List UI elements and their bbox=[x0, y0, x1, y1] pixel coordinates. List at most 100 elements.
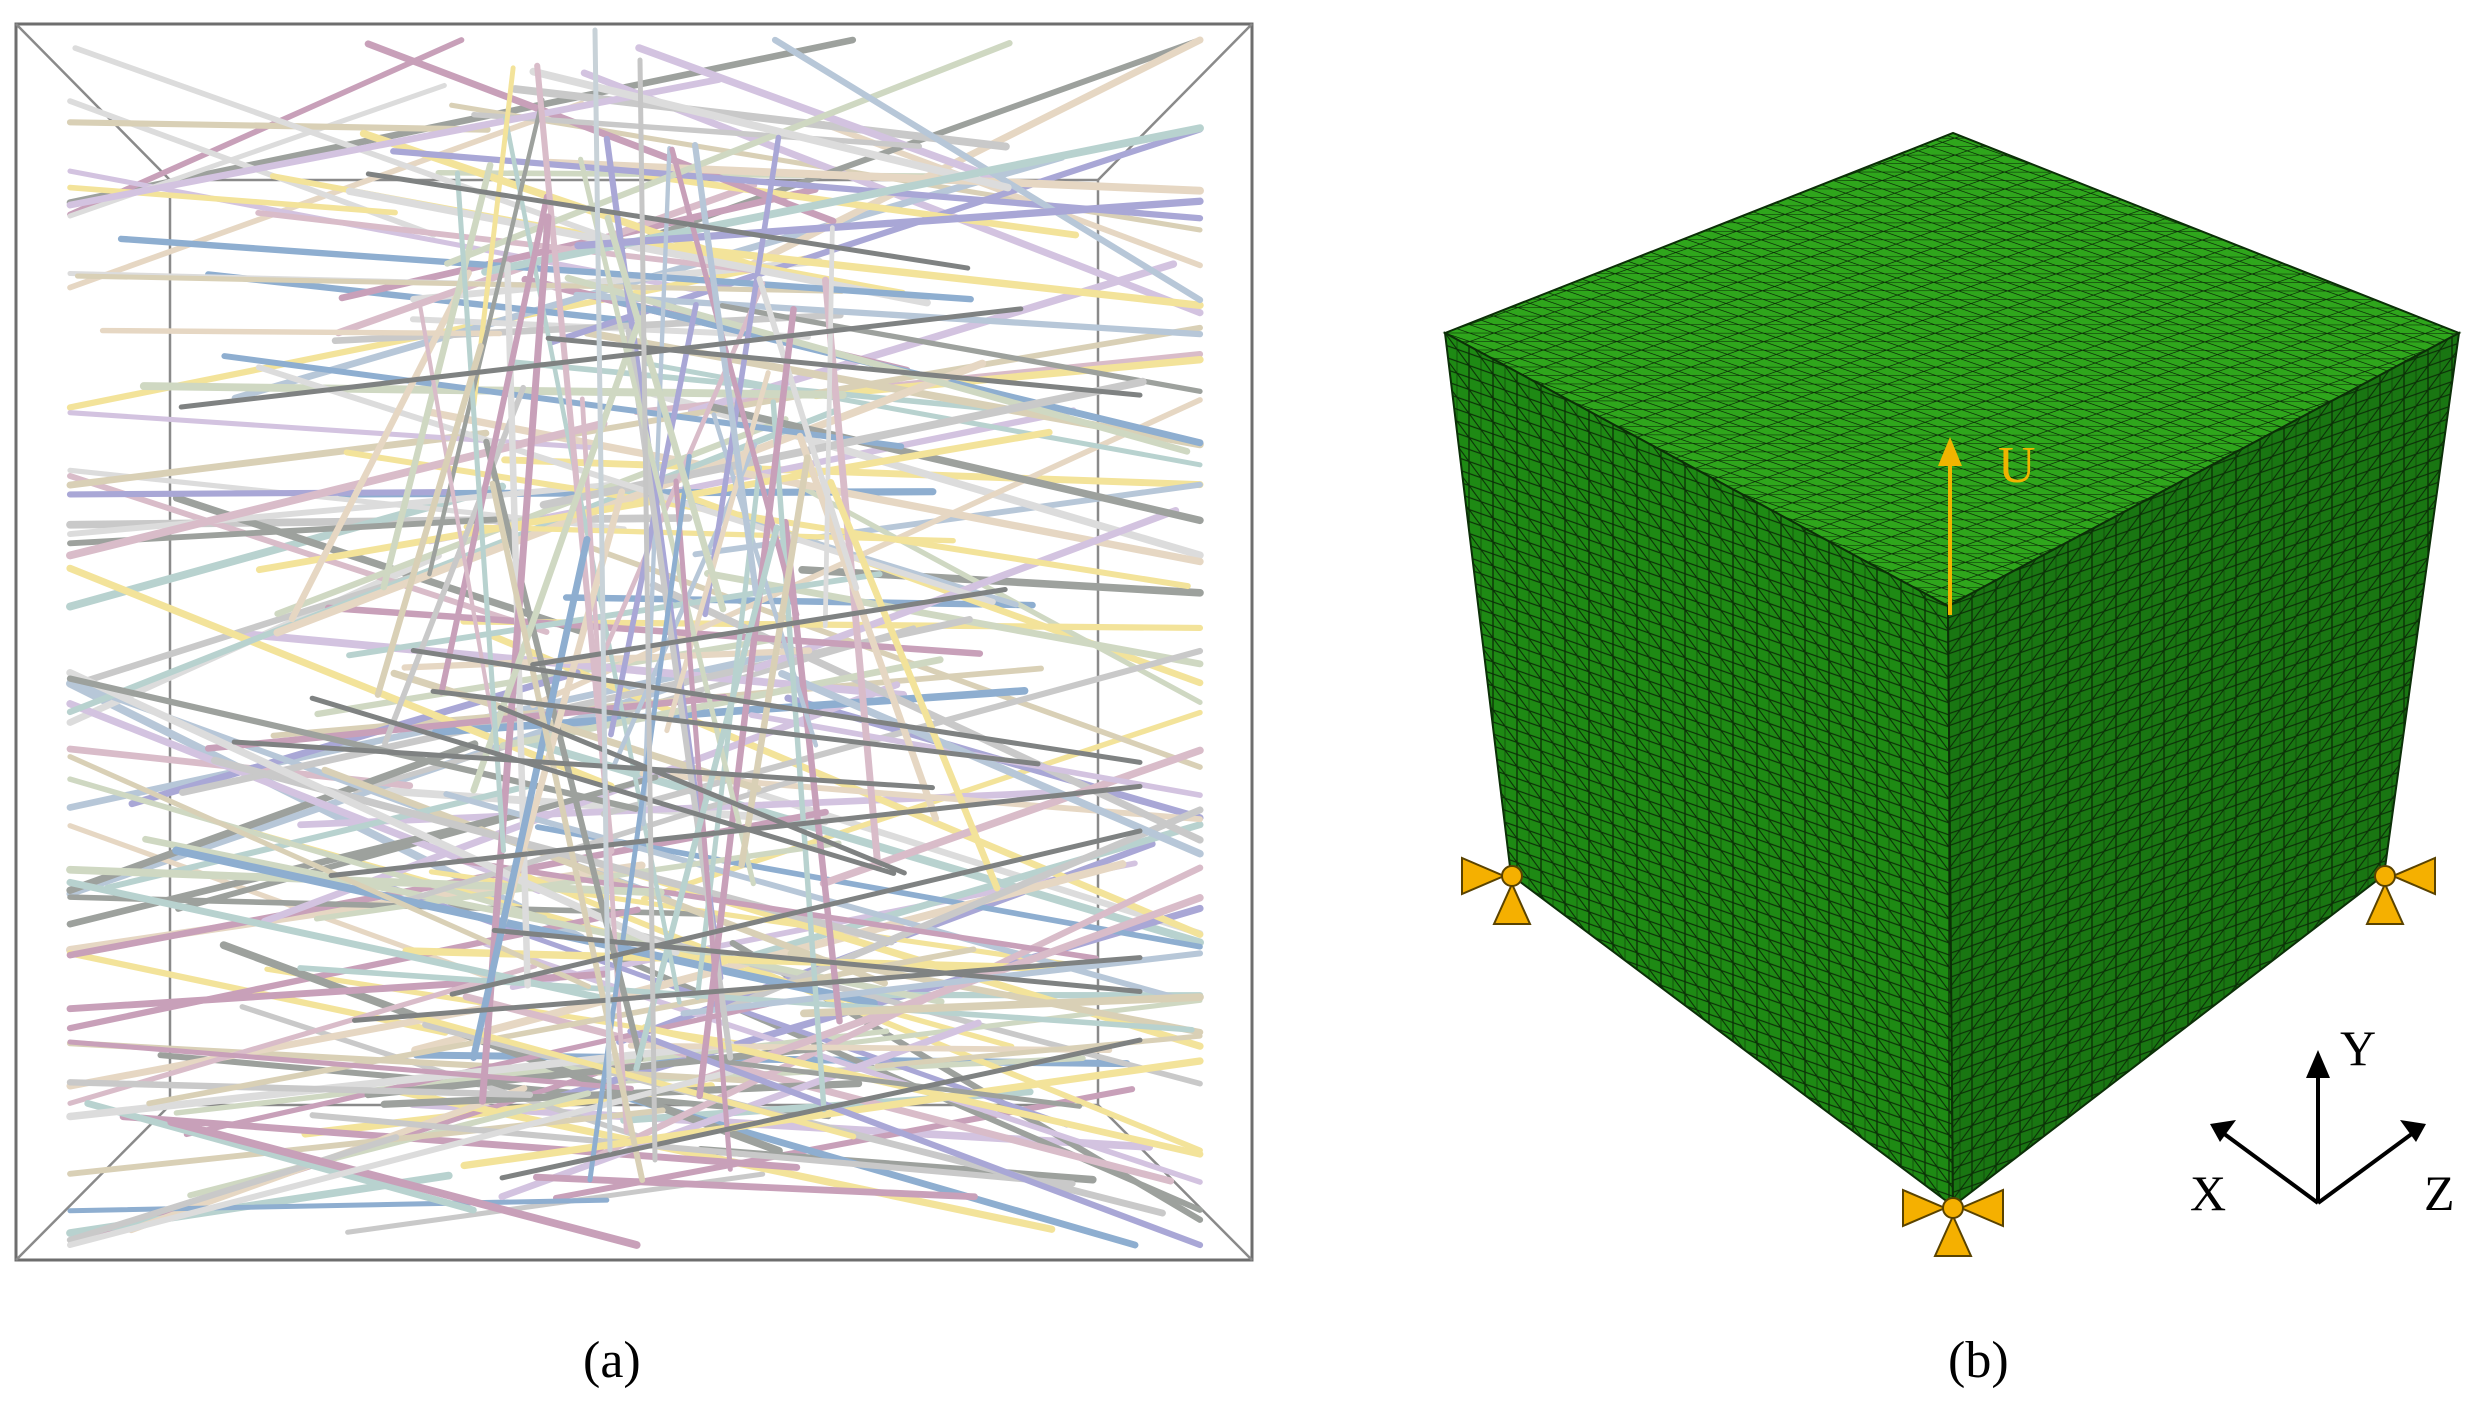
fiber bbox=[418, 303, 501, 756]
fiber bbox=[365, 171, 971, 271]
fiber bbox=[724, 806, 1204, 1012]
fiber bbox=[691, 141, 760, 598]
fiber bbox=[497, 705, 907, 876]
fiber bbox=[627, 1028, 1204, 1249]
fiber bbox=[482, 941, 1203, 1185]
axis-triad bbox=[2221, 1070, 2415, 1205]
fiber bbox=[455, 857, 1099, 961]
fiber bbox=[66, 950, 449, 1036]
fiber bbox=[67, 1039, 634, 1091]
fiber bbox=[157, 1052, 832, 1120]
fiber bbox=[66, 119, 491, 133]
fiber bbox=[628, 238, 1204, 309]
fiber bbox=[449, 828, 1143, 997]
fiber bbox=[489, 480, 646, 1183]
fiber bbox=[627, 1042, 1113, 1053]
fiber bbox=[374, 342, 484, 698]
fiber bbox=[640, 171, 1080, 239]
fiber bbox=[438, 193, 550, 696]
fiber bbox=[470, 535, 591, 1061]
fiber bbox=[430, 688, 1041, 767]
fiber bbox=[673, 478, 733, 1172]
fiber bbox=[67, 776, 548, 921]
fiber bbox=[698, 894, 1204, 1084]
fiber bbox=[328, 783, 1143, 879]
mesh-cube-panel: U Y X Z bbox=[1442, 131, 2462, 1257]
fiber bbox=[66, 740, 479, 894]
fiber bbox=[573, 291, 1204, 338]
fiber bbox=[604, 214, 727, 613]
fiber bbox=[719, 303, 1203, 394]
fiber bbox=[66, 489, 456, 498]
fiber bbox=[574, 197, 1204, 250]
fiber bbox=[498, 1019, 982, 1201]
fiber bbox=[67, 754, 592, 990]
support-left-icon bbox=[1461, 856, 1532, 925]
fiber bbox=[637, 57, 658, 1163]
fiber bbox=[822, 225, 835, 629]
arrow-head-icon bbox=[1938, 437, 1962, 466]
fiber bbox=[501, 456, 1204, 489]
fiber bbox=[770, 399, 827, 1113]
fiber bbox=[66, 1079, 534, 1099]
fiber bbox=[592, 27, 613, 1153]
outer-box bbox=[14, 22, 1254, 1262]
fiber bbox=[530, 397, 1203, 708]
fiber bbox=[288, 269, 472, 623]
fiber bbox=[874, 1033, 1203, 1069]
fiber bbox=[491, 927, 1143, 995]
fiber bbox=[487, 631, 1204, 938]
caption-a: (a) bbox=[583, 1332, 641, 1389]
support-bottom-icon bbox=[1902, 1188, 2004, 1257]
fiber bbox=[297, 965, 1195, 1033]
fiber bbox=[67, 963, 538, 1106]
fiber bbox=[680, 950, 1204, 1017]
fiber bbox=[66, 1068, 735, 1249]
fiber bbox=[800, 993, 1204, 1018]
fiber bbox=[529, 67, 1012, 192]
axis-label-y: Y bbox=[2340, 1020, 2376, 1076]
fiber bbox=[702, 134, 782, 618]
fiber bbox=[470, 315, 644, 794]
fiber bbox=[644, 388, 1204, 559]
fiber bbox=[664, 370, 771, 734]
fiber bbox=[738, 454, 811, 869]
fiber bbox=[827, 478, 1001, 892]
caption-b: (b) bbox=[1948, 1332, 2009, 1389]
fiber bbox=[231, 739, 935, 791]
load-arrow bbox=[1938, 437, 1962, 615]
fiber bbox=[99, 327, 503, 337]
fiber bbox=[67, 1107, 666, 1177]
y-axis-arrow-icon bbox=[2306, 1050, 2330, 1078]
axis-label-z: Z bbox=[2424, 1165, 2455, 1221]
fiber bbox=[463, 524, 956, 544]
fiber bbox=[66, 76, 722, 209]
fiber bbox=[820, 121, 1203, 269]
fiber bbox=[545, 335, 1143, 398]
fiber bbox=[532, 1173, 978, 1201]
fiber bbox=[499, 1037, 1143, 1181]
fiber bbox=[460, 1057, 1204, 1170]
fiber bbox=[66, 1134, 400, 1244]
fiber bbox=[84, 1100, 477, 1214]
fiber bbox=[641, 1024, 1204, 1158]
fiber bbox=[66, 668, 680, 956]
fiber bbox=[364, 1045, 819, 1099]
fiber bbox=[309, 1112, 1076, 1187]
x-axis-arrow-icon bbox=[2210, 1120, 2236, 1142]
fiber bbox=[364, 40, 837, 225]
fiber bbox=[547, 126, 1204, 346]
fiber bbox=[255, 364, 996, 605]
fiber bbox=[471, 111, 923, 149]
fiber bbox=[520, 736, 1204, 947]
fiber bbox=[633, 524, 780, 1072]
fiber-distribution-panel bbox=[14, 22, 1254, 1262]
axis-label-x: X bbox=[2190, 1165, 2226, 1221]
fiber bbox=[819, 746, 1204, 888]
support-right-icon bbox=[2365, 856, 2436, 925]
fiber bbox=[66, 865, 665, 897]
z-axis-arrow-icon bbox=[2400, 1120, 2426, 1142]
fiber-group bbox=[66, 27, 1204, 1249]
fiber bbox=[66, 429, 490, 489]
